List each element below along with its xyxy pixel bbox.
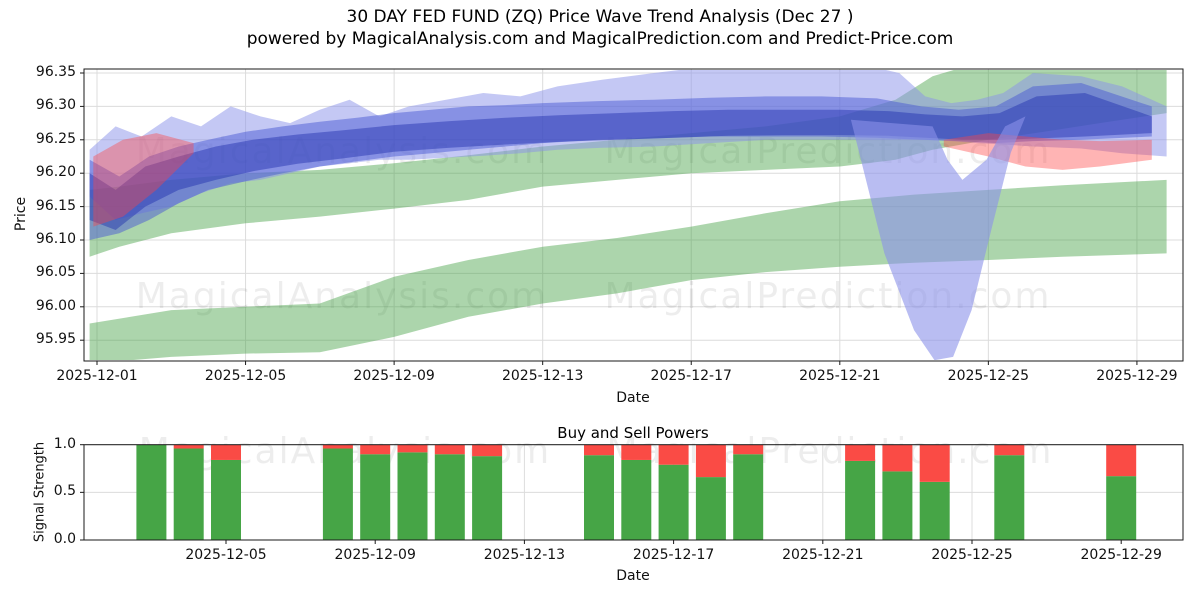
sell-power-bar <box>621 444 652 460</box>
buy-power-bar <box>919 481 950 540</box>
price-y-axis-label: Price <box>13 196 29 232</box>
buy-power-bar <box>658 464 689 540</box>
sell-power-bar <box>472 444 503 457</box>
sell-power-bar <box>845 444 876 461</box>
price-plot: MagicalAnalysis.comMagicalPrediction.com… <box>80 68 1184 365</box>
sell-power-bar <box>397 444 428 453</box>
buy-power-bar <box>211 459 241 540</box>
forecast-dip-band <box>850 116 1026 360</box>
resistance-band-left <box>93 133 194 227</box>
sell-power-bar <box>1106 444 1137 477</box>
watermark-text: MagicalAnalysis.com <box>136 276 548 317</box>
buy-power-bar <box>845 460 876 540</box>
resistance-band-right <box>943 133 1152 170</box>
sell-power-bar <box>360 444 391 455</box>
buy-power-bar <box>173 448 204 540</box>
sell-power-bar <box>434 444 465 455</box>
buy-power-bar <box>397 452 428 540</box>
sell-power-bar <box>882 444 913 472</box>
figure-title: 30 DAY FED FUND (ZQ) Price Wave Trend An… <box>346 7 854 27</box>
sell-power-bar <box>322 444 353 449</box>
buy-power-bar <box>695 477 726 540</box>
price-plot-border <box>83 68 1184 362</box>
buy-power-bar <box>136 444 167 540</box>
buy-power-bar <box>584 455 614 540</box>
buy-power-bar <box>472 456 503 540</box>
figure-subtitle: powered by MagicalAnalysis.com and Magic… <box>246 29 954 49</box>
sell-power-bar <box>173 444 204 449</box>
sell-power-bar <box>695 444 726 478</box>
buy-power-bar <box>994 455 1025 540</box>
sell-power-bar <box>733 444 764 455</box>
wave-band-main <box>89 83 1152 240</box>
signal-x-axis-label: Date <box>616 568 650 584</box>
sell-power-bar <box>994 444 1025 456</box>
buy-power-bar <box>882 471 913 540</box>
buy-power-bar <box>360 454 391 540</box>
sell-power-bar <box>919 444 950 482</box>
sell-power-bar <box>658 444 689 465</box>
sell-power-bar <box>211 444 241 460</box>
buy-power-bar <box>621 459 652 540</box>
buy-power-bar <box>1106 476 1137 540</box>
signal-y-axis-label: Signal Strength <box>32 441 48 543</box>
buy-power-bar <box>733 454 764 540</box>
signal-chart-title: Buy and Sell Powers <box>557 424 709 442</box>
buy-power-bar <box>322 448 353 540</box>
price-x-axis-label: Date <box>616 390 650 406</box>
sell-power-bar <box>584 444 614 456</box>
buy-power-bar <box>434 454 465 540</box>
